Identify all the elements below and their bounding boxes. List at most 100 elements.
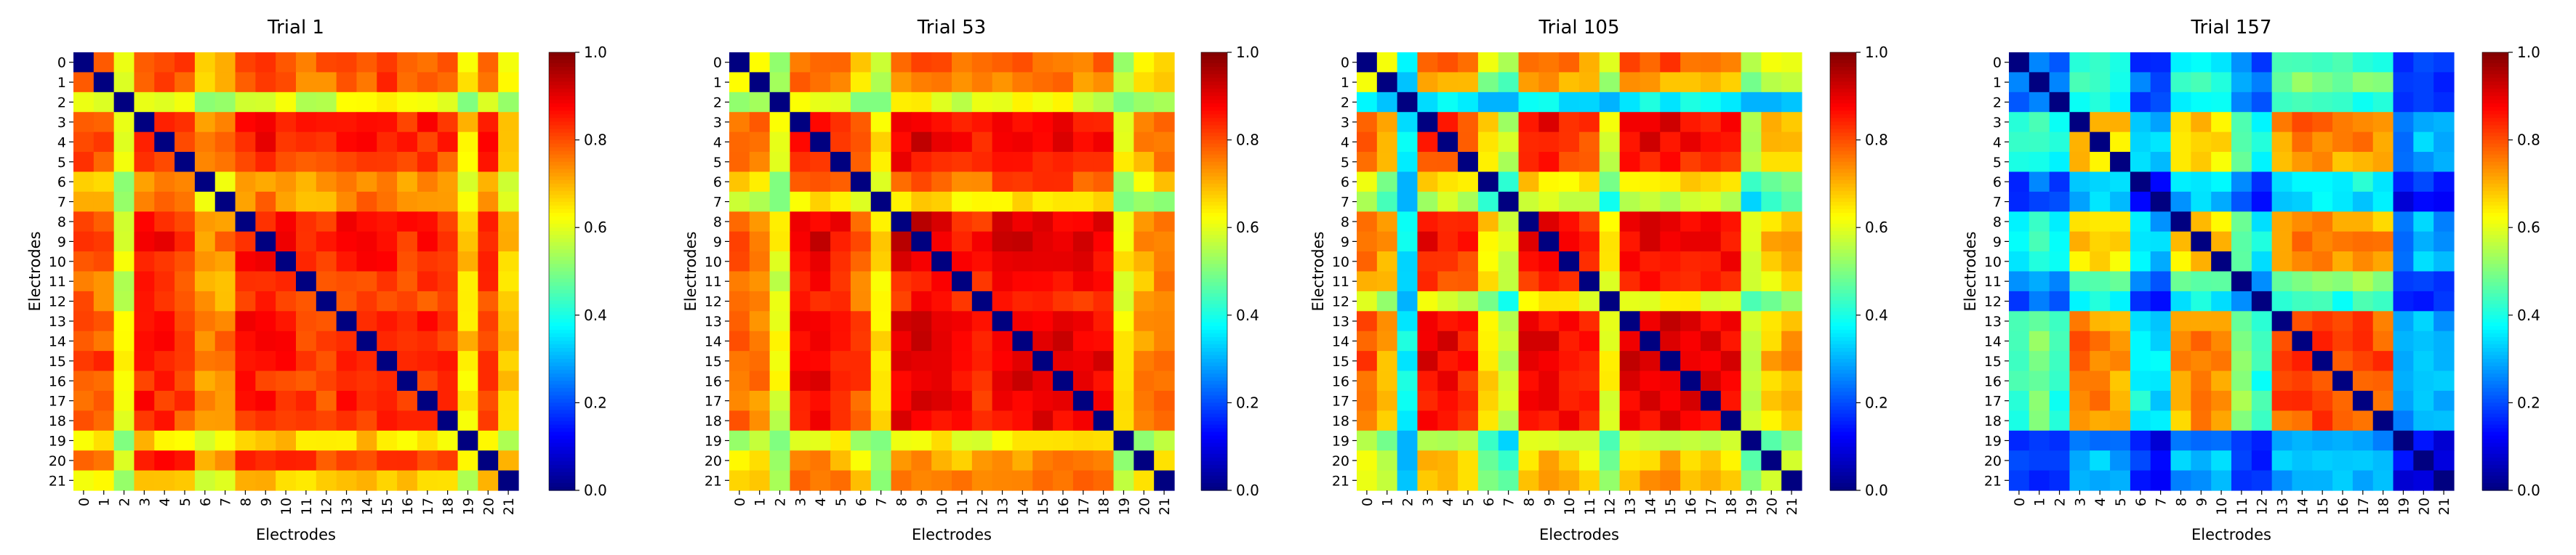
heatmap-cell bbox=[377, 131, 398, 153]
y-tick-label: 12 bbox=[1332, 294, 1349, 310]
heatmap-cell bbox=[2029, 72, 2050, 93]
heatmap-cell bbox=[457, 231, 478, 252]
heatmap-cell bbox=[1559, 52, 1580, 73]
heatmap-cell bbox=[377, 72, 398, 93]
x-tick-label: 10 bbox=[934, 498, 950, 515]
heatmap-cell bbox=[1660, 311, 1681, 332]
colorbar-segment bbox=[549, 216, 575, 221]
heatmap-cell bbox=[2170, 131, 2191, 153]
heatmap-cell bbox=[1680, 152, 1701, 173]
heatmap-cell bbox=[992, 291, 1014, 312]
heatmap-cell bbox=[2069, 410, 2090, 432]
colorbar-segment bbox=[549, 307, 575, 312]
heatmap-cell bbox=[1640, 470, 1661, 491]
colorbar-segment bbox=[2482, 89, 2508, 93]
heatmap-cell bbox=[1093, 231, 1115, 252]
colorbar-segment bbox=[1830, 304, 1856, 309]
heatmap-cell bbox=[2009, 351, 2030, 372]
heatmap-cell bbox=[1437, 72, 1458, 93]
heatmap-cell bbox=[2130, 152, 2151, 173]
colorbar-segment bbox=[2482, 336, 2508, 341]
heatmap-cell bbox=[1700, 311, 1722, 332]
heatmap-cell bbox=[2372, 331, 2394, 352]
heatmap-cell bbox=[1700, 52, 1722, 73]
heatmap-cell bbox=[1640, 131, 1661, 153]
colorbar-segment bbox=[549, 289, 575, 294]
heatmap-cell bbox=[952, 311, 973, 332]
x-tick-label: 4 bbox=[2093, 498, 2108, 506]
heatmap-cell bbox=[1072, 152, 1094, 173]
colorbar-segment bbox=[549, 439, 575, 444]
heatmap-cell bbox=[1357, 72, 1378, 93]
heatmap-cell bbox=[2271, 331, 2293, 352]
y-tick-label: 7 bbox=[713, 195, 722, 211]
colorbar-segment bbox=[1830, 340, 1856, 345]
heatmap-cell bbox=[397, 470, 418, 491]
colorbar-segment bbox=[1830, 392, 1856, 396]
heatmap-cell bbox=[2332, 410, 2354, 432]
heatmap-cell bbox=[931, 251, 952, 272]
heatmap-cell bbox=[2211, 152, 2232, 173]
y-tick-label: 17 bbox=[49, 394, 66, 410]
heatmap-cell bbox=[2009, 131, 2030, 153]
heatmap-cell bbox=[214, 92, 236, 113]
heatmap-cell bbox=[1619, 191, 1641, 212]
heatmap-cell bbox=[1559, 470, 1580, 491]
heatmap-cell bbox=[1579, 291, 1600, 312]
heatmap-cell bbox=[2413, 430, 2434, 451]
heatmap-cell bbox=[1437, 291, 1458, 312]
heatmap-cell bbox=[790, 331, 811, 352]
heatmap-cell bbox=[2191, 470, 2212, 491]
colorbar-segment bbox=[1830, 275, 1856, 280]
heatmap-cell bbox=[1437, 52, 1458, 73]
heatmap-cell bbox=[2090, 450, 2111, 471]
heatmap-cell bbox=[870, 410, 892, 432]
heatmap-cell bbox=[1072, 430, 1094, 451]
heatmap-cell bbox=[113, 271, 135, 292]
heatmap-cell bbox=[255, 231, 276, 252]
heatmap-cell bbox=[2150, 410, 2172, 432]
heatmap-cell bbox=[749, 72, 771, 93]
heatmap-cell bbox=[1133, 450, 1155, 471]
heatmap-cell bbox=[174, 131, 196, 153]
colorbar-segment bbox=[549, 402, 575, 408]
heatmap-cell bbox=[1720, 470, 1742, 491]
heatmap-cell bbox=[830, 251, 851, 272]
heatmap-cell bbox=[235, 52, 256, 73]
heatmap-cell bbox=[73, 152, 95, 173]
heatmap-cell bbox=[790, 211, 811, 232]
heatmap-cell bbox=[296, 291, 317, 312]
heatmap-cell bbox=[1154, 231, 1175, 252]
heatmap-cell bbox=[2090, 231, 2111, 252]
heatmap-cell bbox=[1498, 331, 1520, 352]
heatmap-cell bbox=[1579, 450, 1600, 471]
heatmap-cell bbox=[1599, 171, 1621, 193]
heatmap-cell bbox=[2251, 231, 2273, 252]
heatmap-cell bbox=[1012, 191, 1033, 212]
colorbar-segment bbox=[1830, 377, 1856, 381]
heatmap-cell bbox=[1154, 112, 1175, 133]
heatmap-cell bbox=[1720, 231, 1742, 252]
heatmap-cell bbox=[2372, 171, 2394, 193]
heatmap-cell bbox=[2191, 370, 2212, 392]
heatmap-cell bbox=[498, 470, 519, 491]
heatmap-cell bbox=[154, 131, 175, 153]
heatmap-cell bbox=[255, 430, 276, 451]
colorbar-segment bbox=[2482, 100, 2508, 104]
heatmap-cell bbox=[2372, 191, 2394, 212]
x-tick-label: 4 bbox=[157, 498, 173, 506]
heatmap-cell bbox=[113, 370, 135, 392]
heatmap-cell bbox=[2433, 311, 2455, 332]
heatmap-cell bbox=[891, 231, 912, 252]
heatmap-cell bbox=[316, 390, 337, 411]
heatmap-cell bbox=[870, 171, 892, 193]
colorbar-segment bbox=[2482, 311, 2508, 316]
heatmap-cell bbox=[1700, 370, 1722, 392]
heatmap-cell bbox=[1741, 370, 1762, 392]
colorbar-tick-label: 0.6 bbox=[1865, 219, 1888, 236]
heatmap-cell bbox=[2393, 231, 2414, 252]
colorbar-segment bbox=[1830, 235, 1856, 239]
colorbar-segment bbox=[549, 187, 575, 192]
y-tick-label: 17 bbox=[705, 394, 722, 410]
heatmap-cell bbox=[790, 72, 811, 93]
